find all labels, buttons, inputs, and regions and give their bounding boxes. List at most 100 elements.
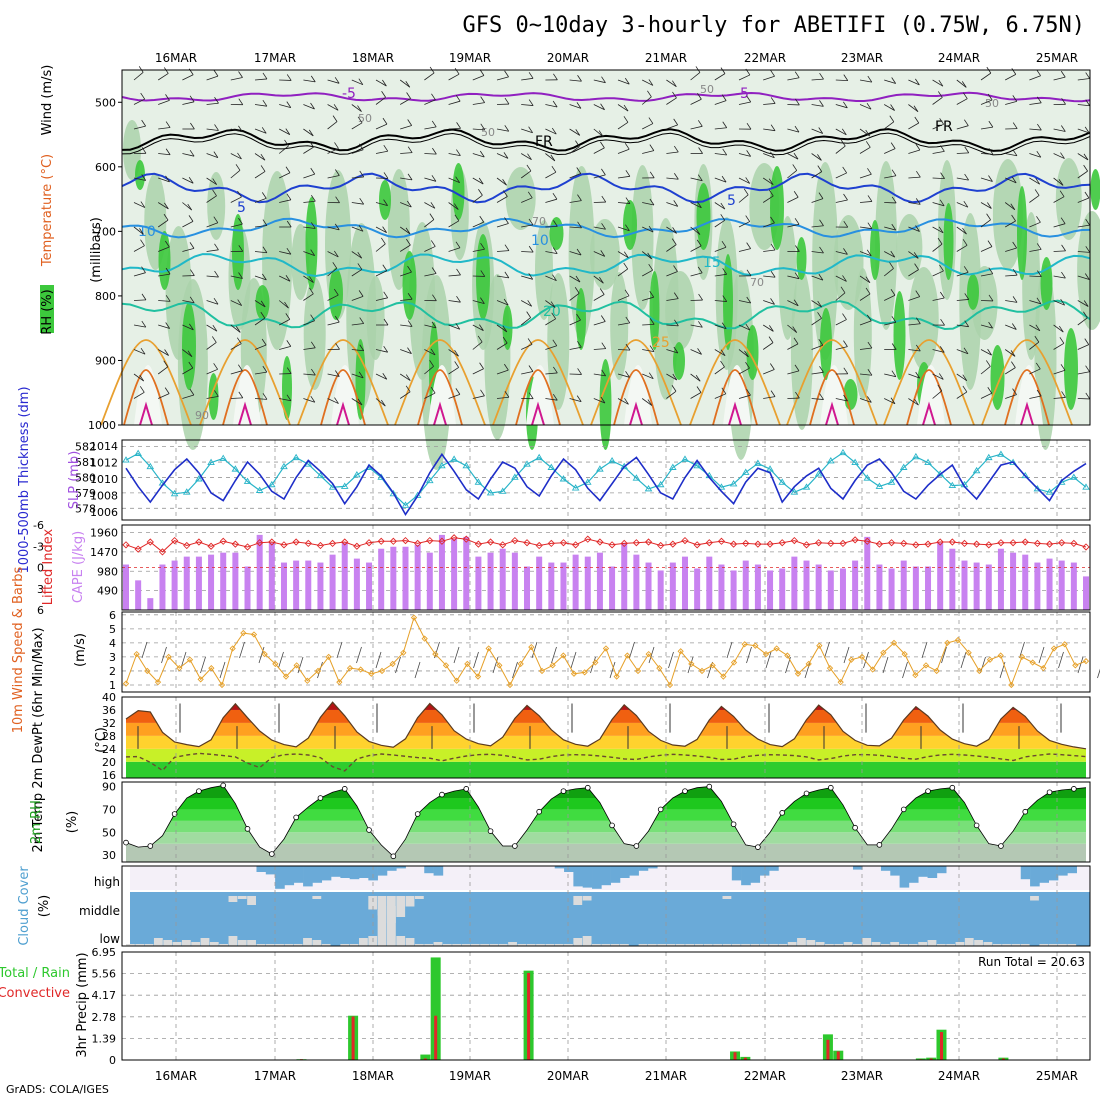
wind-barb-flag xyxy=(261,127,267,134)
wind-barb xyxy=(1077,104,1090,107)
wind-barb-flag xyxy=(552,393,558,401)
wind-speed-point xyxy=(666,681,674,689)
wind-speed-point xyxy=(837,679,844,686)
wind-barb-flag xyxy=(309,276,314,283)
wind-barb-flag xyxy=(237,190,242,198)
thickness-ytick-label: 578 xyxy=(75,502,96,515)
wind-barb-flag xyxy=(770,97,776,104)
wind-barb-flag xyxy=(238,125,243,133)
wind-barb xyxy=(690,373,701,382)
wind-barb-flag xyxy=(382,79,387,87)
lifted-index-point xyxy=(1021,538,1029,546)
wind-barb xyxy=(569,79,582,82)
wind-speed-point xyxy=(272,660,279,668)
rh-point xyxy=(439,791,445,798)
wind-barb-flag xyxy=(746,122,752,130)
wind-barb xyxy=(714,100,727,105)
wind-barb xyxy=(902,661,908,679)
wind-speed-point xyxy=(538,667,546,675)
wind-barb-flag xyxy=(673,118,679,126)
cape-bar xyxy=(451,538,458,610)
temperature-contour-label: FR xyxy=(535,134,553,150)
wind-barb xyxy=(512,661,518,679)
wind-barb xyxy=(448,349,459,357)
wind-barb-flag xyxy=(528,218,534,226)
lifted-index-point xyxy=(158,548,167,556)
slp-point xyxy=(608,457,616,464)
wind-barb xyxy=(496,324,508,333)
cloud-low-bar xyxy=(377,910,387,946)
temperature-contour-30 xyxy=(906,369,952,426)
wind-barb xyxy=(714,246,727,252)
wind-barb-flag xyxy=(843,74,849,81)
slp-point xyxy=(207,458,215,466)
wind-speed-point xyxy=(976,667,983,675)
wind-barb-flag xyxy=(261,338,267,346)
cloud-low-bar xyxy=(871,942,881,946)
wind-barb xyxy=(811,104,824,107)
cloud-low-bar xyxy=(918,942,928,946)
wind-barb-flag xyxy=(939,199,945,207)
wind-barb xyxy=(399,226,411,235)
dry-plume xyxy=(428,365,456,425)
lifted-index-point xyxy=(985,541,993,549)
wind-barb-flag xyxy=(673,346,679,354)
wind-barb xyxy=(424,365,434,375)
cloud-low-bar xyxy=(1048,944,1058,946)
wind-barb xyxy=(254,104,267,107)
wind-barb-flag xyxy=(964,173,969,181)
wind-barb-flag xyxy=(1035,362,1041,370)
wind-speed-point xyxy=(133,650,140,658)
cloud-high-bar xyxy=(312,866,323,883)
wind-barb-flag xyxy=(190,269,195,276)
wind-barb-flag xyxy=(697,266,703,274)
temp-ytick-label: 20 xyxy=(102,756,116,769)
slp-point xyxy=(122,456,130,463)
wind-barb xyxy=(617,251,629,259)
wind-barb-flag xyxy=(432,147,437,155)
wind-barb xyxy=(859,320,872,326)
wind-speed-point xyxy=(965,649,972,656)
wind-barb-flag xyxy=(552,100,558,108)
rh-point xyxy=(147,843,154,849)
wind-barb-flag xyxy=(770,390,776,397)
wind-barb-flag xyxy=(648,263,654,271)
wind-barb-flag xyxy=(504,391,510,398)
wind-barb-flag xyxy=(818,338,824,346)
wind-barb xyxy=(496,250,509,252)
profile-ytick-label: 500 xyxy=(95,96,116,109)
slp-point xyxy=(899,463,908,470)
wind-barb xyxy=(908,373,920,379)
wind-barb-flag xyxy=(430,240,436,247)
dry-plume xyxy=(723,365,751,425)
wind-barb-flag xyxy=(333,104,339,111)
rh-frame xyxy=(121,781,1091,863)
wind-barb-flag xyxy=(696,386,702,393)
wind-barb-flag xyxy=(770,298,775,305)
wind-barb-flag xyxy=(357,251,363,259)
wind-barb xyxy=(617,398,629,405)
wind-speed-point xyxy=(698,667,706,675)
rh-high-band xyxy=(1017,186,1027,280)
wind-barb xyxy=(551,646,557,664)
wind-barb-flag xyxy=(913,252,919,259)
wind-barb xyxy=(569,275,581,283)
wind-barb xyxy=(1053,324,1064,333)
wind-barb xyxy=(351,149,364,154)
lifted-index-point xyxy=(219,537,227,545)
rh-point xyxy=(706,783,713,790)
wind-barb-flag xyxy=(455,94,461,102)
wind-barb-flag xyxy=(1011,176,1017,184)
wind-barb xyxy=(206,128,219,131)
rh-high-band xyxy=(1090,169,1100,210)
cloud-low-bar xyxy=(172,942,182,946)
wind-barb-flag xyxy=(794,364,800,372)
cloud-low-bar xyxy=(433,942,443,946)
cloud-low-bar xyxy=(983,942,993,946)
wind-barb-flag xyxy=(284,139,289,147)
wind-barb-flag xyxy=(744,350,749,358)
wind-barb-flag xyxy=(988,120,994,128)
wind-barb-flag xyxy=(914,263,919,270)
wind-barb-flag xyxy=(576,102,582,109)
wind-barb-flag xyxy=(1037,123,1042,131)
